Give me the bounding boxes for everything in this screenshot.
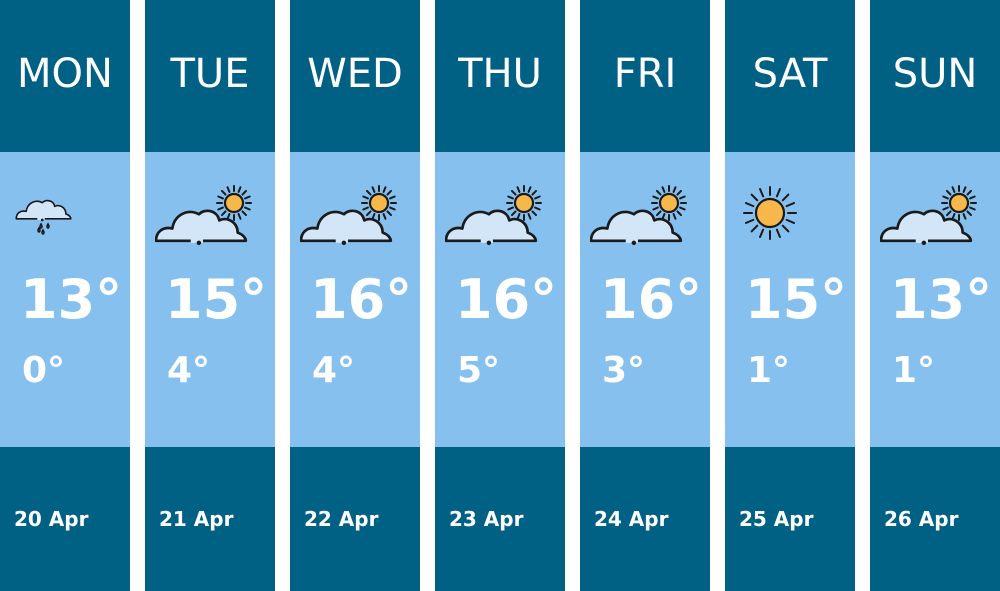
day-column-sun: SUN 13° 1° 26 Apr [870, 0, 1000, 591]
day-column-thu: THU 16° 5° 23 Apr [435, 0, 565, 591]
day-footer: 20 Apr [0, 447, 130, 591]
partly-cloudy-icon [879, 180, 990, 250]
sun-icon [735, 180, 845, 250]
low-temp: 0° [22, 350, 66, 391]
day-name: TUE [170, 51, 250, 97]
day-column-fri: FRI 16° 3° 24 Apr [580, 0, 710, 591]
day-header: TUE [145, 0, 275, 152]
day-header: FRI [580, 0, 710, 152]
day-name: FRI [613, 51, 677, 97]
high-temp: 15° [745, 268, 848, 331]
low-temp: 3° [602, 350, 646, 391]
low-temp: 1° [892, 350, 936, 391]
day-footer: 21 Apr [145, 447, 275, 591]
high-temp: 13° [20, 268, 123, 331]
day-forecast: 13° 1° [870, 152, 1000, 447]
day-forecast: 13° 0° [0, 152, 130, 447]
low-temp: 1° [747, 350, 791, 391]
day-name: WED [307, 51, 403, 97]
day-forecast: 16° 3° [580, 152, 710, 447]
day-forecast: 16° 5° [435, 152, 565, 447]
date: 26 Apr [884, 507, 959, 531]
low-temp: 4° [167, 350, 211, 391]
day-footer: 25 Apr [725, 447, 855, 591]
day-footer: 24 Apr [580, 447, 710, 591]
day-name: SAT [752, 51, 828, 97]
day-header: SAT [725, 0, 855, 152]
high-temp: 16° [455, 268, 558, 331]
day-forecast: 16° 4° [290, 152, 420, 447]
day-footer: 26 Apr [870, 447, 1000, 591]
day-name: THU [458, 51, 542, 97]
partly-cloudy-icon [154, 180, 265, 250]
day-column-tue: TUE 15° 4° 21 Apr [145, 0, 275, 591]
low-temp: 4° [312, 350, 356, 391]
day-name: MON [17, 51, 113, 97]
partly-cloudy-icon [444, 180, 555, 250]
low-temp: 5° [457, 350, 501, 391]
day-footer: 23 Apr [435, 447, 565, 591]
date: 25 Apr [739, 507, 814, 531]
date: 23 Apr [449, 507, 524, 531]
rain-cloud-icon [10, 180, 120, 250]
day-footer: 22 Apr [290, 447, 420, 591]
date: 24 Apr [594, 507, 669, 531]
day-column-sat: SAT 15° 1° 25 Apr [725, 0, 855, 591]
day-header: THU [435, 0, 565, 152]
date: 20 Apr [14, 507, 89, 531]
high-temp: 13° [890, 268, 993, 331]
partly-cloudy-icon [589, 180, 700, 250]
partly-cloudy-icon [299, 180, 410, 250]
date: 22 Apr [304, 507, 379, 531]
day-header: WED [290, 0, 420, 152]
day-header: MON [0, 0, 130, 152]
day-column-mon: MON 13° 0° 20 Apr [0, 0, 130, 591]
day-forecast: 15° 4° [145, 152, 275, 447]
high-temp: 15° [165, 268, 268, 331]
high-temp: 16° [310, 268, 413, 331]
day-forecast: 15° 1° [725, 152, 855, 447]
day-name: SUN [892, 51, 978, 97]
high-temp: 16° [600, 268, 703, 331]
day-column-wed: WED 16° 4° 22 Apr [290, 0, 420, 591]
date: 21 Apr [159, 507, 234, 531]
day-header: SUN [870, 0, 1000, 152]
